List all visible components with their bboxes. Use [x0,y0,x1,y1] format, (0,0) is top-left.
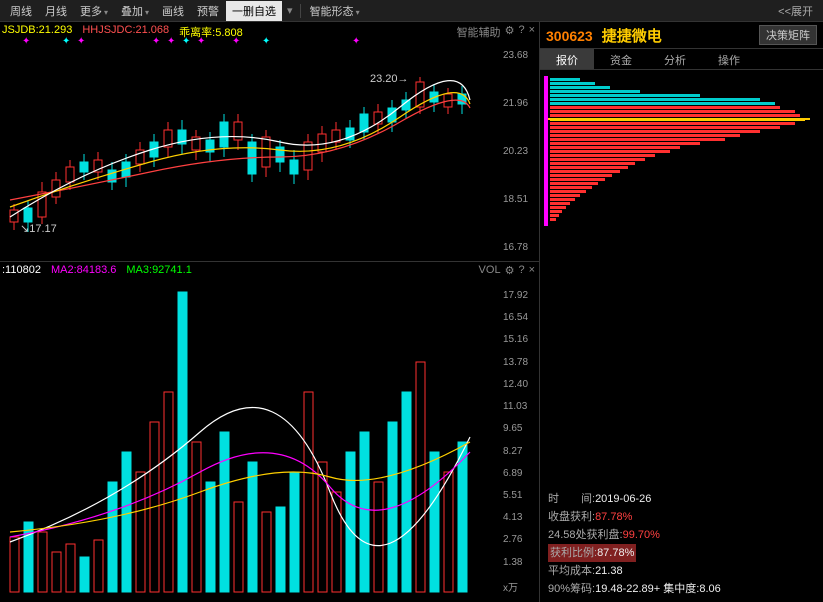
help-icon[interactable]: ? [518,264,524,277]
k-ytick: 16.78 [503,242,537,253]
smart-assist-btn[interactable]: 智能辅助 [457,24,501,40]
info-label: 时 间: [548,490,595,508]
toolbar-item-0[interactable]: 周线 [4,1,38,21]
v-indicator: MA3:92741.1 [126,264,191,276]
star-marker: ✦ [182,36,190,47]
vol-label: VOL [479,264,501,277]
star-marker: ✦ [352,36,360,47]
v-ytick: 2.76 [503,534,537,545]
star-marker: ✦ [232,36,240,47]
kline-chart[interactable]: 23.20→ ↘17.17 [0,22,500,262]
v-ytick: 4.13 [503,512,537,523]
rtab-报价[interactable]: 报价 [540,49,594,69]
chip-profile[interactable] [540,70,823,270]
close-icon[interactable]: × [529,264,535,277]
help-icon[interactable]: ? [518,24,524,40]
stock-name[interactable]: 捷捷微电 [602,28,662,45]
v-ytick: 16.54 [503,312,537,323]
volume-chart[interactable] [0,262,500,602]
star-marker: ✦ [152,36,160,47]
info-value: 21.38 [595,562,623,580]
sep [300,4,301,18]
info-label: 90%筹码: [548,580,595,598]
v-ytick: 8.27 [503,446,537,457]
v-ytick: 15.16 [503,334,537,345]
rtab-分析[interactable]: 分析 [648,49,702,69]
stock-code[interactable]: 300623 [546,28,593,44]
star-marker: ✦ [197,36,205,47]
info-label: 24.58处获利盘: [548,526,623,544]
v-indicator: :110802 [2,264,41,276]
v-indicator: MA2:84183.6 [51,264,116,276]
expand-btn[interactable]: <<展开 [772,1,819,21]
v-ytick: 1.38 [503,557,537,568]
strategy-matrix-btn[interactable]: 决策矩阵 [759,25,817,45]
k-ytick: 21.96 [503,98,537,109]
chip-info: 时 间:2019-06-26收盘获利:87.78%24.58处获利盘:99.70… [540,486,823,602]
toolbar-selected[interactable]: 一删自选 [226,1,282,21]
k-ytick: 23.68 [503,50,537,61]
info-value: 99.70% [623,526,660,544]
rtab-操作[interactable]: 操作 [702,49,756,69]
toolbar-item-1[interactable]: 月线 [39,1,73,21]
info-label: 平均成本: [548,562,595,580]
v-ytick: 9.65 [503,423,537,434]
stock-title-bar: 300623 捷捷微电 决策矩阵 [540,22,823,48]
v-ytick: 12.40 [503,379,537,390]
gear-icon[interactable]: ⚙ [505,264,515,277]
volume-pane: :110802MA2:84183.6MA3:92741.1 VOL ⚙ ? × … [0,262,539,602]
toolbar-item-4[interactable]: 画线 [156,1,190,21]
info-value: 19.48-22.89+ 集中度:8.06 [595,580,721,598]
v-ytick: 5.51 [503,490,537,501]
smart-shape-btn[interactable]: 智能形态 [304,1,366,21]
v-ytick: x万 [503,579,537,594]
top-toolbar: 周线月线更多叠加画线预警一删自选▾ 智能形态 <<展开 [0,0,823,22]
star-marker: ✦ [167,36,175,47]
v-ytick: 6.89 [503,468,537,479]
v-ytick: 11.03 [503,401,537,412]
star-marker: ✦ [62,36,70,47]
svg-text:23.20→: 23.20→ [370,73,409,85]
k-ytick: 18.51 [503,194,537,205]
toolbar-item-2[interactable]: 更多 [74,1,114,21]
rtab-资金[interactable]: 资金 [594,49,648,69]
star-marker: ✦ [22,36,30,47]
star-marker: ✦ [262,36,270,47]
kline-pane: JSJDB:21.293HHJSJDC:21.068乖离率:5.808 ✦✦✦✦… [0,22,539,262]
toolbar-item-3[interactable]: 叠加 [115,1,155,21]
v-ytick: 13.78 [503,357,537,368]
v-ytick: 17.92 [503,290,537,301]
info-label: 收盘获利: [548,508,595,526]
info-value: 87.78% [595,508,632,526]
k-ytick: 20.23 [503,146,537,157]
star-marker: ✦ [77,36,85,47]
info-highlight-row: 获利比例:87.78% [548,544,815,562]
toolbar-item-5[interactable]: 预警 [191,1,225,21]
right-tabs: 报价资金分析操作 [540,48,823,70]
svg-text:↘17.17: ↘17.17 [20,223,57,235]
close-icon[interactable]: × [529,24,535,40]
info-value: 2019-06-26 [595,490,651,508]
gear-icon[interactable]: ⚙ [505,24,515,40]
